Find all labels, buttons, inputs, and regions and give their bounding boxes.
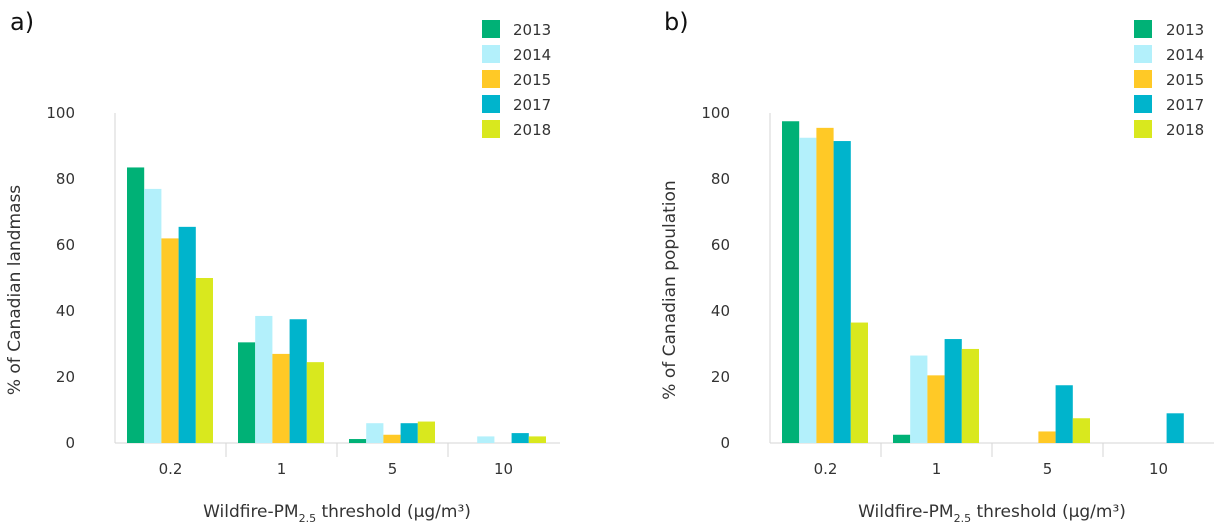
legend-swatch-2018 [1134,120,1152,138]
y-tick-label: 100 [701,104,730,122]
bar-2014-1 [910,355,928,443]
legend-swatch-2014 [1134,45,1152,63]
bar-2014-1 [255,315,273,443]
bar-2018-5 [417,421,435,443]
bar-2014-0_2 [144,188,162,443]
panel-label: b) [664,8,689,36]
y-axis-title: % of Canadian population [660,180,680,399]
x-axis-title-main: Wildfire-PM [203,502,299,522]
bar-2015-0_2 [161,238,179,443]
bar-2017-10 [1166,413,1184,443]
panel-label: a) [10,8,34,36]
legend-label-2013: 2013 [513,21,551,39]
legend-swatch-2017 [1134,95,1152,113]
bar-2018-0_2 [195,278,213,443]
chart-panel-a: a) 0 20 40 60 80 100 0.2 1 5 10 2013 2014 2015 2017 201… [5,8,560,525]
y-tick-label: 40 [711,302,730,320]
legend-label-2018: 2018 [1166,121,1204,139]
x-tick-label: 0.2 [159,460,183,478]
y-tick-label: 100 [46,104,75,122]
x-tick-label: 1 [932,460,942,478]
y-tick-label: 40 [56,302,75,320]
bar-2017-5 [1055,385,1073,443]
bar-2015-1 [927,375,945,443]
bar-2014-10 [477,436,495,443]
bar-2015-1 [272,353,290,443]
y-axis-title: % of Canadian landmass [5,185,25,395]
x-axis-title-subscript: 2.5 [954,512,972,525]
bar-2018-0_2 [850,322,868,443]
y-tick-label: 80 [56,170,75,188]
legend-label-2015: 2015 [513,71,551,89]
legend-swatch-2018 [482,120,500,138]
x-axis-title: Wildfire-PM2.5 threshold (µg/m³) [858,502,1126,525]
chart-panel-b: b) 0 20 40 60 80 100 0.2 1 5 10 2013 2014 2015 2017 201… [660,8,1214,525]
legend-label-2017: 2017 [513,96,551,114]
bar-2017-0_2 [178,226,196,443]
legend-label-2014: 2014 [513,46,551,64]
bar-2014-5 [366,423,384,443]
y-tick-label: 80 [711,170,730,188]
y-tick-label: 60 [711,236,730,254]
legend-label-2018: 2018 [513,121,551,139]
bar-2017-1 [289,319,307,443]
bar-2018-5 [1072,418,1090,443]
bar-2018-1 [961,348,979,443]
x-axis-title-main: Wildfire-PM [858,502,954,522]
x-axis-title-subscript: 2.5 [299,512,317,525]
bar-2013-1 [238,342,256,443]
x-tick-label: 5 [388,460,398,478]
legend-label-2017: 2017 [1166,96,1204,114]
bar-2013-0_2 [127,167,145,443]
legend-swatch-2014 [482,45,500,63]
bar-2013-1 [893,434,911,443]
bar-2014-0_2 [799,137,817,443]
y-tick-label: 0 [65,434,75,452]
x-axis-title-suffix: threshold (µg/m³) [971,502,1126,522]
legend-swatch-2013 [482,20,500,38]
legend-label-2015: 2015 [1166,71,1204,89]
x-tick-label: 10 [494,460,513,478]
legend-swatch-2013 [1134,20,1152,38]
legend-swatch-2017 [482,95,500,113]
bar-2015-0_2 [816,127,834,443]
y-tick-label: 20 [56,368,75,386]
bar-2017-0_2 [833,141,851,444]
y-tick-label: 20 [711,368,730,386]
x-axis-title: Wildfire-PM2.5 threshold (µg/m³) [203,502,471,525]
bar-2017-5 [400,423,418,443]
legend-label-2013: 2013 [1166,21,1204,39]
y-tick-label: 0 [720,434,730,452]
legend-swatch-2015 [482,70,500,88]
bar-2018-1 [306,362,324,443]
x-tick-label: 5 [1043,460,1053,478]
bar-2013-0_2 [782,121,800,443]
bar-2017-10 [511,433,529,443]
x-axis-title-suffix: threshold (µg/m³) [316,502,471,522]
legend-swatch-2015 [1134,70,1152,88]
x-tick-label: 1 [277,460,287,478]
y-tick-label: 60 [56,236,75,254]
bar-2015-5 [383,434,401,443]
x-tick-label: 10 [1149,460,1168,478]
x-tick-label: 0.2 [814,460,838,478]
bar-2015-5 [1038,431,1056,443]
bar-2017-1 [944,339,962,443]
bar-2013-5 [349,439,367,443]
bar-2018-10 [528,436,546,443]
legend-label-2014: 2014 [1166,46,1204,64]
